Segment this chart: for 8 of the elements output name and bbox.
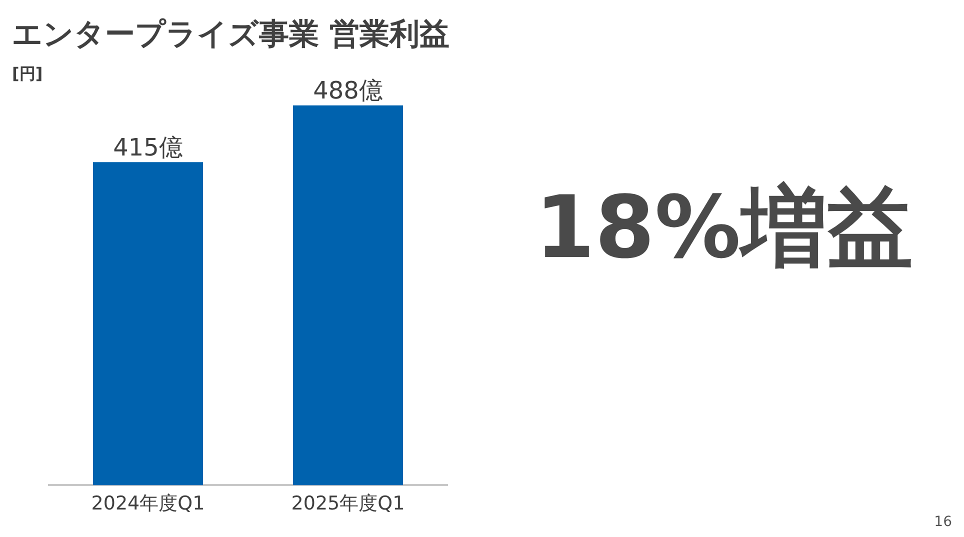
x-tick-label: 2025年度Q1	[291, 492, 405, 515]
chart-title: エンタープライズ事業 営業利益	[12, 16, 450, 54]
data-label: 415億	[113, 133, 183, 162]
data-label: 488億	[313, 76, 383, 105]
x-tick-label: 2024年度Q1	[91, 492, 205, 515]
text: 16	[934, 514, 952, 530]
text: 18%増益	[535, 177, 913, 280]
y-axis-title: [円]	[12, 64, 43, 85]
